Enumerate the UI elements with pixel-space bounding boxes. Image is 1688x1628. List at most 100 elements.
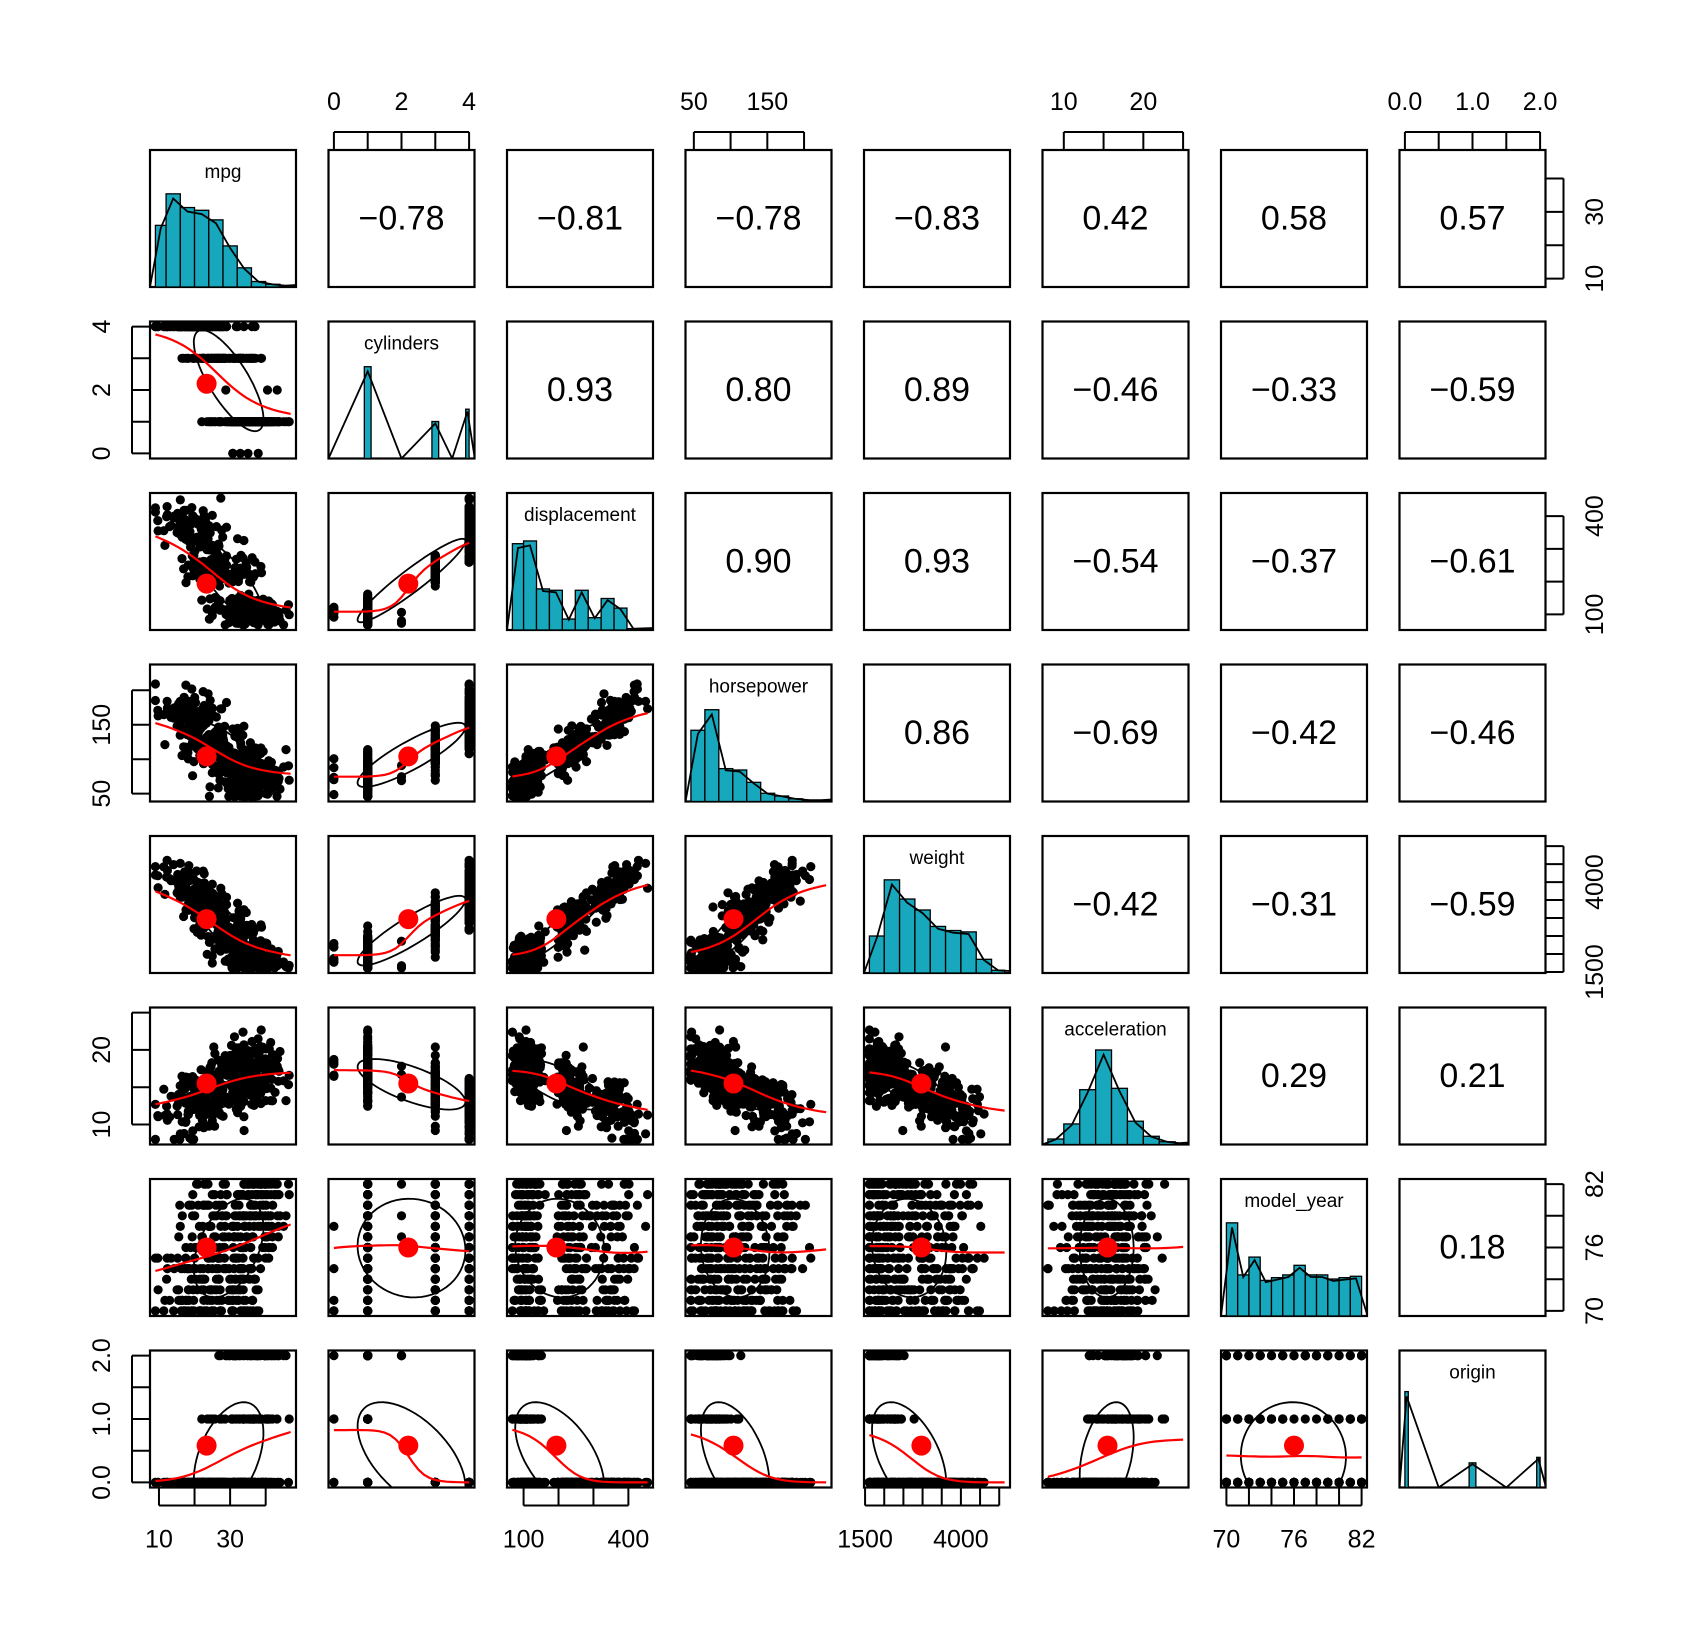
data-point bbox=[205, 594, 215, 604]
data-point bbox=[430, 905, 440, 915]
data-point bbox=[758, 926, 768, 937]
data-point bbox=[612, 710, 622, 720]
data-point bbox=[270, 607, 280, 617]
data-point bbox=[577, 897, 587, 907]
panel-weight-displacement bbox=[505, 834, 655, 975]
data-point bbox=[363, 931, 373, 941]
data-point bbox=[272, 385, 282, 395]
data-point bbox=[464, 696, 474, 707]
data-point bbox=[173, 1110, 183, 1120]
data-point bbox=[521, 963, 531, 973]
data-point bbox=[251, 1077, 261, 1087]
data-point bbox=[283, 1080, 294, 1090]
data-point bbox=[253, 791, 263, 801]
histogram-bar bbox=[535, 588, 551, 630]
data-point bbox=[196, 710, 206, 720]
data-point bbox=[531, 750, 541, 760]
mean-point bbox=[196, 1073, 217, 1094]
data-point bbox=[224, 618, 234, 628]
data-point bbox=[464, 548, 474, 558]
data-point bbox=[281, 1096, 291, 1106]
panel-frame bbox=[1398, 834, 1547, 975]
data-point bbox=[233, 898, 243, 908]
data-point bbox=[218, 1111, 228, 1121]
histogram-bar bbox=[165, 193, 181, 287]
panel-weight-horsepower bbox=[684, 834, 833, 975]
data-point bbox=[175, 858, 185, 869]
panel-displacement-origin: −0.61 bbox=[1398, 491, 1547, 632]
panel-frame bbox=[1219, 320, 1369, 460]
data-point bbox=[150, 1134, 160, 1144]
data-point bbox=[599, 689, 609, 699]
data-point bbox=[745, 913, 755, 923]
panel-acceleration-mpg bbox=[148, 1006, 298, 1146]
data-point bbox=[221, 900, 232, 910]
data-point bbox=[205, 417, 215, 427]
variable-label-cylinders: cylinders bbox=[364, 334, 439, 355]
data-point bbox=[534, 921, 544, 931]
data-point bbox=[686, 952, 696, 962]
data-point bbox=[211, 1094, 221, 1104]
data-point bbox=[162, 1109, 172, 1119]
scatter-cylinders-horsepower bbox=[329, 679, 474, 802]
panel-cylinders-horsepower: 0.80 bbox=[684, 320, 833, 460]
data-point bbox=[629, 687, 639, 697]
data-point bbox=[235, 448, 245, 458]
histogram-bar bbox=[975, 958, 993, 973]
histogram-bar bbox=[363, 366, 372, 459]
data-point bbox=[188, 713, 198, 723]
data-point bbox=[464, 855, 474, 865]
histogram-mpg bbox=[150, 193, 296, 287]
panel-displacement-horsepower: 0.90 bbox=[684, 491, 833, 632]
density-curve bbox=[864, 882, 1010, 973]
histogram-bar bbox=[960, 931, 977, 973]
data-point bbox=[464, 710, 474, 720]
panel-mpg-origin: 0.57 bbox=[1398, 148, 1547, 289]
data-point bbox=[221, 385, 231, 395]
histogram-bar bbox=[746, 781, 762, 802]
data-point bbox=[363, 1087, 373, 1097]
panel-frame bbox=[862, 491, 1012, 632]
data-point bbox=[224, 791, 234, 802]
data-point bbox=[196, 898, 206, 908]
data-point bbox=[150, 870, 160, 880]
correlation-ellipse bbox=[192, 1058, 265, 1111]
data-point bbox=[187, 503, 197, 513]
panel-frame bbox=[684, 320, 833, 460]
data-point bbox=[743, 884, 753, 894]
data-point bbox=[396, 616, 407, 626]
panel-weight-origin: −0.59 bbox=[1398, 834, 1547, 975]
data-point bbox=[464, 557, 474, 567]
data-point bbox=[230, 612, 240, 622]
scatter-cylinders-weight bbox=[329, 855, 474, 973]
panel-cylinders-weight: 0.89 bbox=[862, 320, 1012, 460]
panel-frame bbox=[327, 834, 476, 975]
data-point bbox=[563, 775, 573, 785]
panel-cylinders-acceleration: −0.46 bbox=[1041, 320, 1190, 460]
panel-cylinders-mpg bbox=[148, 320, 298, 460]
data-point bbox=[189, 1134, 199, 1144]
panel-displacement-displacement: displacement bbox=[505, 491, 655, 632]
data-point bbox=[782, 884, 792, 894]
panel-displacement-weight: 0.93 bbox=[862, 491, 1012, 632]
correlation-value: −0.37 bbox=[1251, 542, 1337, 580]
data-point bbox=[363, 1053, 373, 1063]
data-point bbox=[205, 782, 215, 792]
data-point bbox=[165, 874, 175, 884]
panel-frame bbox=[1398, 320, 1547, 460]
data-point bbox=[248, 783, 258, 793]
variable-label-displacement: displacement bbox=[524, 505, 637, 526]
data-point bbox=[175, 709, 185, 720]
data-point bbox=[235, 1102, 245, 1112]
panel-mpg-mpg: mpg bbox=[148, 148, 298, 289]
panel-horsepower-model_year: −0.42 bbox=[1219, 663, 1369, 803]
data-point bbox=[464, 924, 474, 934]
scatter-mpg-acceleration bbox=[150, 1025, 294, 1144]
data-point bbox=[272, 791, 282, 802]
panel-horsepower-acceleration: −0.69 bbox=[1041, 663, 1190, 803]
data-point bbox=[272, 616, 282, 626]
panel-weight-cylinders bbox=[327, 834, 476, 975]
data-point bbox=[270, 1087, 280, 1097]
data-point bbox=[216, 883, 226, 893]
data-point bbox=[166, 1091, 176, 1101]
